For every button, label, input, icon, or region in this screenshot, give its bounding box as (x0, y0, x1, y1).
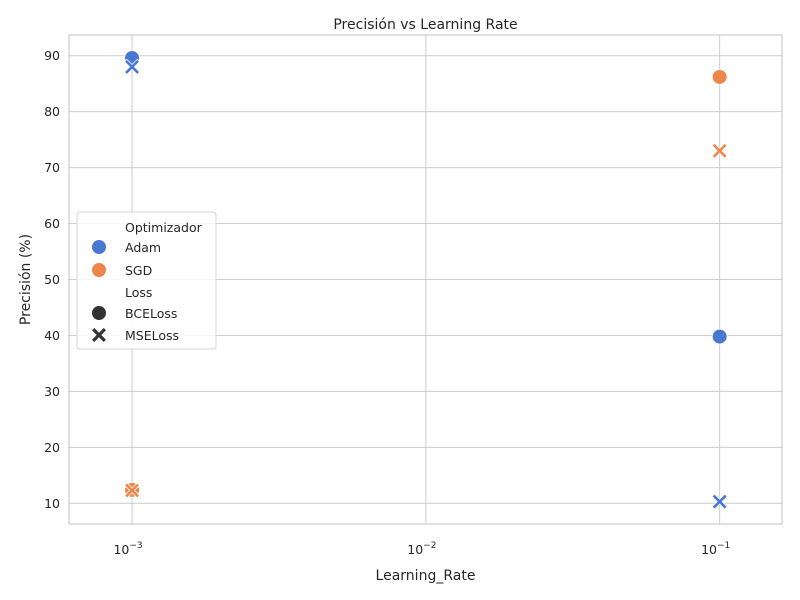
legend-marker-bceloss (92, 306, 106, 320)
x-tick-label-0: 10−3 (113, 541, 142, 557)
point-adam-mseloss-0 (124, 58, 141, 75)
chart-title: Precisión vs Learning Rate (333, 17, 517, 33)
x-tick-label-2: 10−1 (701, 541, 730, 557)
legend-label-mseloss: MSELoss (125, 328, 179, 343)
legend-marker-adam (92, 240, 106, 254)
y-tick-label-90: 90 (44, 48, 60, 63)
plot-frame (68, 34, 783, 525)
y-tick-label-30: 30 (44, 384, 60, 399)
point-sgd-bceloss-1 (711, 68, 728, 85)
y-tick-label-40: 40 (44, 328, 60, 343)
legend-label-bceloss: BCELoss (125, 306, 177, 321)
points-layer (124, 49, 728, 510)
point-adam-bceloss-1 (711, 328, 728, 345)
legend: Optimizador Adam SGD Loss BCELoss MSELos… (76, 211, 217, 350)
point-sgd-mseloss-1 (711, 142, 728, 159)
legend-marker-sgd (92, 263, 106, 277)
legend-label-adam: Adam (125, 240, 161, 255)
x-axis-label: Learning_Rate (376, 568, 476, 584)
x-tick-label-1: 10−2 (407, 541, 436, 557)
ticks-layer: 10 20 30 40 50 60 70 80 90 10−3 10−2 10−1 (44, 48, 730, 557)
y-tick-label-50: 50 (44, 272, 60, 287)
y-tick-label-80: 80 (44, 104, 60, 119)
y-tick-label-70: 70 (44, 160, 60, 175)
y-tick-label-60: 60 (44, 216, 60, 231)
y-axis-label: Precisión (%) (18, 234, 34, 325)
legend-title-optimizer: Optimizador (125, 220, 203, 235)
legend-title-loss: Loss (125, 285, 152, 300)
y-tick-label-10: 10 (44, 496, 60, 511)
legend-label-sgd: SGD (125, 263, 152, 278)
point-sgd-mseloss-0 (124, 482, 141, 499)
legend-box (76, 211, 217, 350)
legend-marker-mseloss (92, 328, 106, 342)
point-adam-mseloss-1 (711, 493, 728, 510)
y-tick-label-20: 20 (44, 440, 60, 455)
